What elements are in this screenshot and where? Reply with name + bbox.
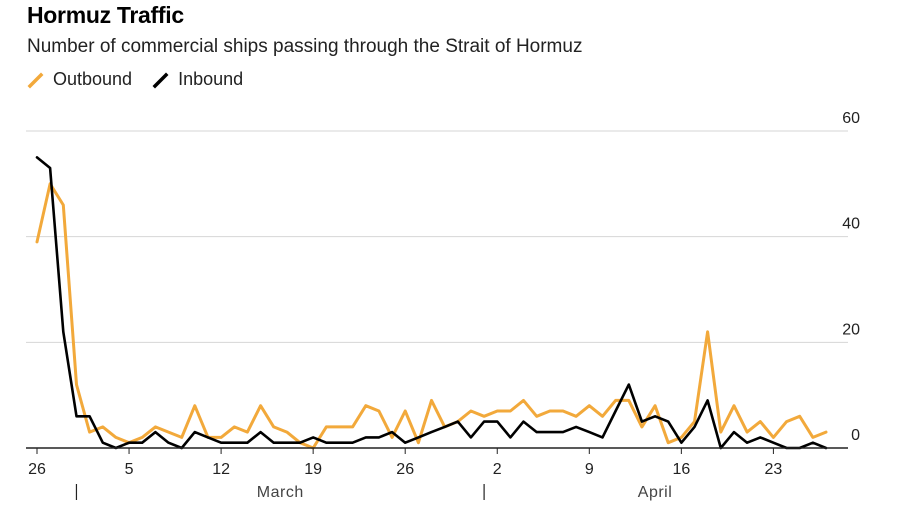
series-lines xyxy=(35,156,828,450)
month-label: March xyxy=(257,484,304,501)
x-tick-label: 26 xyxy=(28,461,46,478)
x-tick-label: 26 xyxy=(396,461,414,478)
x-tick-label: 5 xyxy=(125,461,134,478)
chart-title: Hormuz Traffic xyxy=(27,2,184,28)
y-tick-label: 20 xyxy=(842,321,860,338)
legend: Outbound Inbound xyxy=(27,69,263,90)
y-tick-label: 40 xyxy=(842,216,860,233)
month-label: April xyxy=(638,484,673,501)
series-line-inbound xyxy=(35,156,828,450)
legend-item-outbound: Outbound xyxy=(27,69,132,90)
y-tick-label: 60 xyxy=(842,110,860,127)
x-tick-label: 2 xyxy=(493,461,502,478)
x-tick-label: 19 xyxy=(304,461,322,478)
legend-label-inbound: Inbound xyxy=(178,69,244,89)
chart-subtitle: Number of commercial ships passing throu… xyxy=(27,36,583,57)
inbound-swatch-icon xyxy=(152,72,169,88)
legend-label-outbound: Outbound xyxy=(53,69,133,89)
x-tick-label: 9 xyxy=(585,461,594,478)
legend-item-inbound: Inbound xyxy=(152,69,243,90)
x-axis: 26 5 12 19 26 2 9 16 23 March April xyxy=(26,447,848,501)
y-tick-label: 0 xyxy=(851,427,860,444)
x-tick-label: 23 xyxy=(765,461,783,478)
x-tick-label: 16 xyxy=(672,461,690,478)
series-line-outbound xyxy=(35,182,828,450)
grid-lines: 0 20 40 60 xyxy=(26,110,860,444)
x-tick-label: 12 xyxy=(212,461,230,478)
outbound-swatch-icon xyxy=(27,72,44,88)
